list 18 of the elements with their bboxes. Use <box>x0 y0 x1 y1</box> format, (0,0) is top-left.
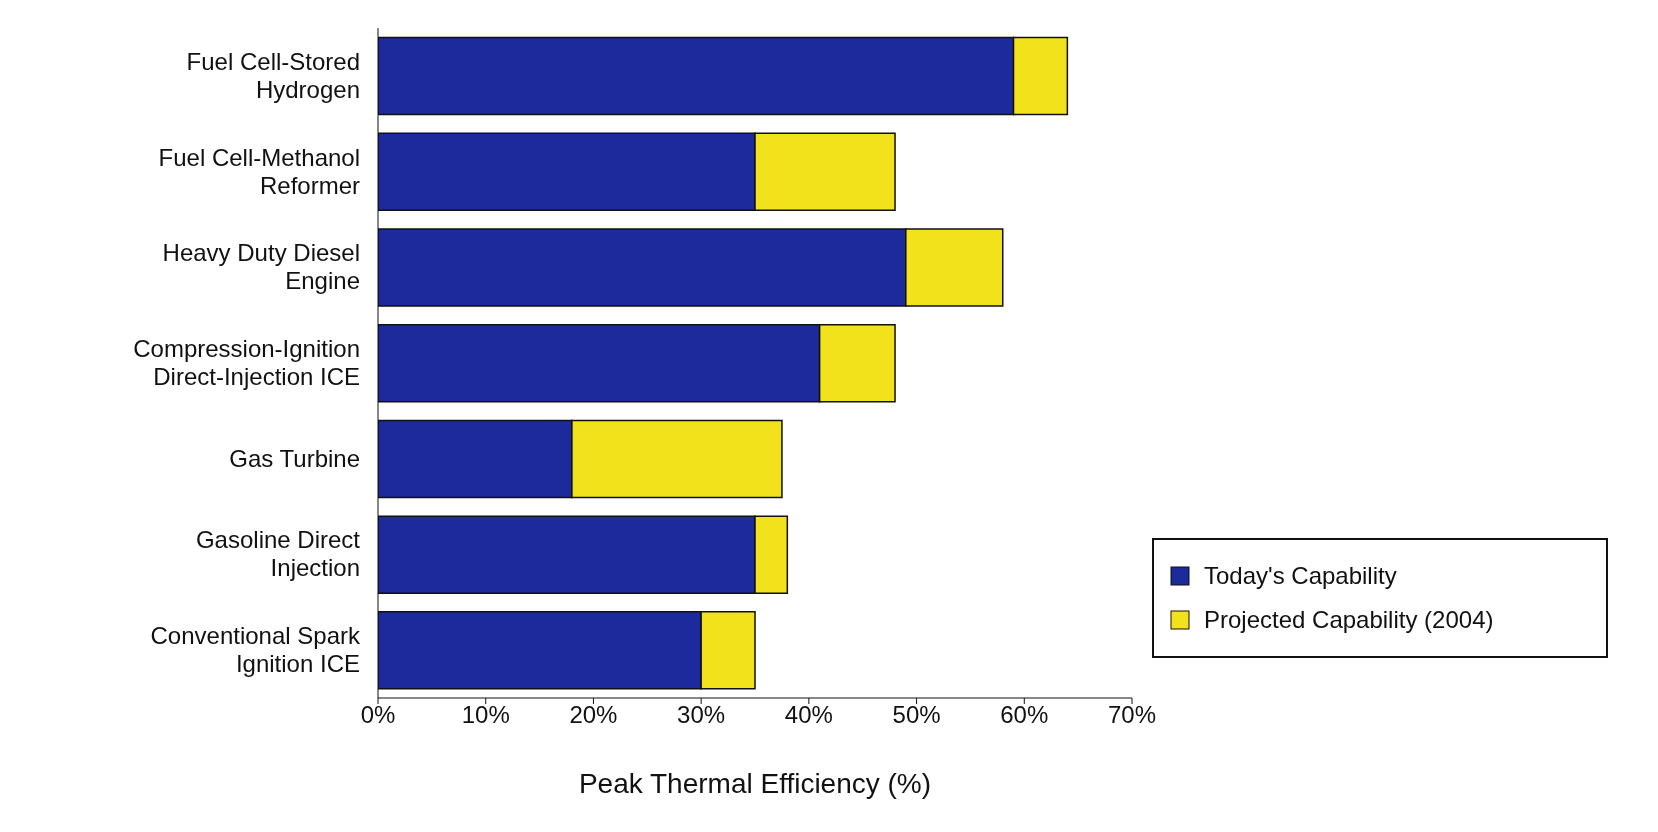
x-axis-title: Peak Thermal Efficiency (%) <box>578 768 932 799</box>
x-tick-label: 70% <box>1107 701 1157 729</box>
x-tick-label: 50% <box>892 701 941 729</box>
y-tick-label: Gasoline Direct Injection <box>195 526 361 582</box>
y-tick-label: Compression-Ignition Direct-Injection ICE <box>133 335 360 390</box>
y-tick-label: Gas Turbine <box>229 444 360 472</box>
y-tick-label: Fuel Cell-Methanol Reformer <box>158 143 360 199</box>
x-tick-label: 30% <box>677 701 726 729</box>
y-tick-label: Fuel Cell-Stored Hydrogen <box>186 47 360 103</box>
x-tick-label: 10% <box>461 701 510 729</box>
legend-label: Today's Capability <box>1204 561 1397 591</box>
x-tick-label: 60% <box>1000 701 1049 729</box>
legend-label: Projected Capability (2004) <box>1204 605 1494 635</box>
y-tick-label: Heavy Duty Diesel Engine <box>162 239 360 295</box>
x-tick-label: 20% <box>569 701 618 729</box>
x-tick-label: 40% <box>784 701 833 729</box>
x-tick-label: 0% <box>360 701 396 729</box>
y-tick-label: Conventional Spark Ignition ICE <box>150 622 361 678</box>
